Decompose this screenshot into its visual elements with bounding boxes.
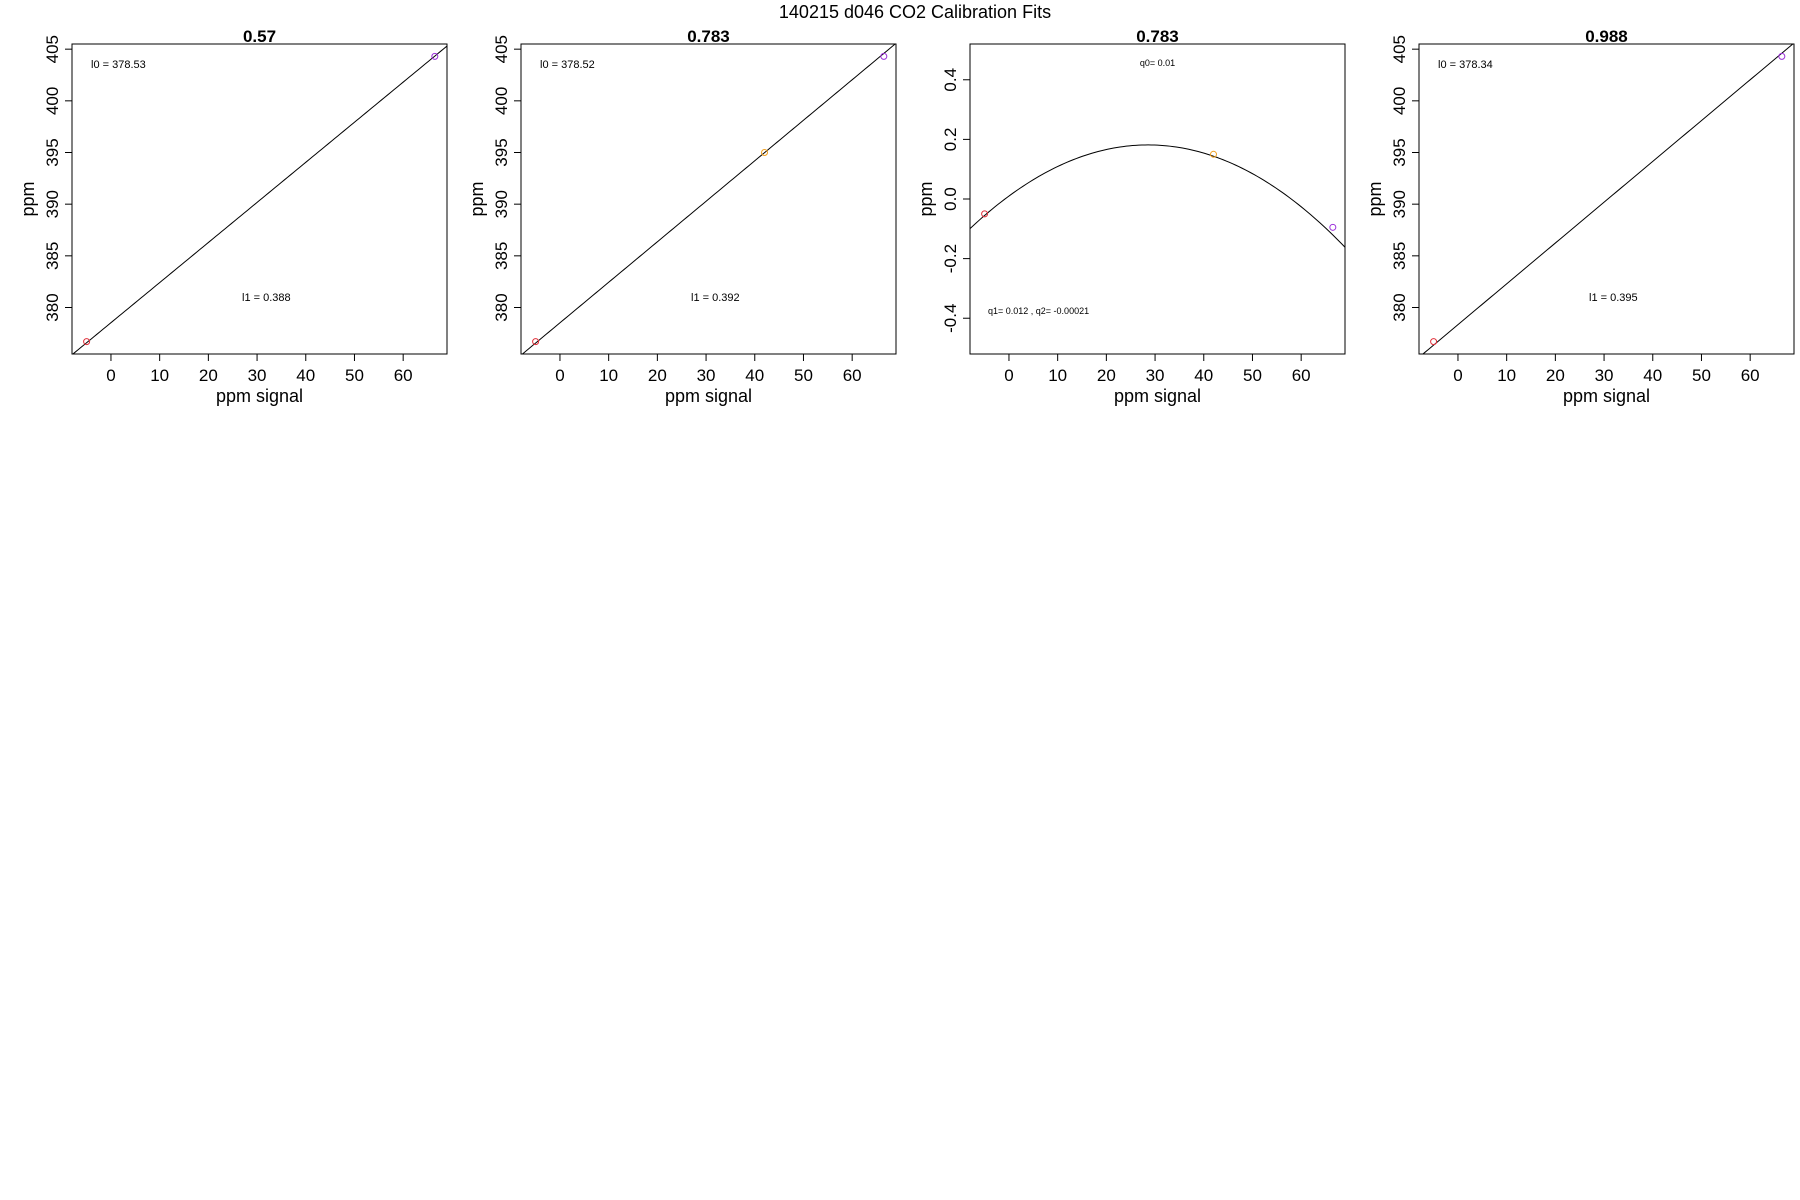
x-tick-label: 60 [843,366,862,385]
data-point [1430,338,1438,346]
fit-annotation: l0 = 378.34 [1438,59,1493,71]
y-tick-label: 400 [43,87,62,115]
y-tick-label: 405 [1390,35,1409,63]
y-tick-label: 405 [43,35,62,63]
y-tick-label: 0.4 [941,68,960,92]
x-tick-label: 30 [697,366,716,385]
fit-annotation: q0= 0.01 [1140,58,1175,68]
y-tick-label: 395 [43,138,62,166]
panel-title: 0.783 [687,27,730,46]
x-tick-label: 0 [555,366,564,385]
y-tick-label: 405 [492,35,511,63]
x-tick-label: 30 [1595,366,1614,385]
fit-line [970,144,1345,248]
panel-title: 0.988 [1585,27,1628,46]
fit-annotation: l0 = 378.52 [540,59,595,71]
chart-panel-4: 0.988 0 10 20 30 40 50 60 380 385 390 395 400 405 ppm … [1365,27,1795,406]
y-axis-label: ppm [1365,181,1385,216]
data-point [1210,150,1218,158]
y-tick-label: 400 [1390,87,1409,115]
chart-panel-1: 0.57 0 10 20 30 40 50 60 380 385 390 395 400 405 ppm s… [18,27,448,406]
y-axis-label: ppm [18,181,38,216]
fit-line [521,44,896,354]
x-tick-label: 50 [1692,366,1711,385]
panel-title: 0.783 [1136,27,1179,46]
x-axis-label: ppm signal [216,386,303,406]
x-tick-label: 30 [1146,366,1165,385]
fit-annotation: l1 = 0.392 [691,292,740,304]
x-tick-label: 60 [1292,366,1311,385]
fit-line [72,45,447,354]
plot-frame [71,43,448,355]
y-tick-label: 385 [43,242,62,270]
y-tick-label: 0.2 [941,128,960,152]
y-axis-label: ppm [467,181,487,216]
x-tick-label: 10 [1048,366,1067,385]
x-tick-label: 40 [296,366,315,385]
x-tick-label: 60 [394,366,413,385]
panel-title: 0.57 [243,27,276,46]
y-tick-label: 395 [1390,138,1409,166]
x-tick-label: 10 [599,366,618,385]
chart-panel-2: 0.783 0 10 20 30 40 50 60 380 385 390 395 400 405 ppm … [467,27,897,406]
y-tick-label: 390 [492,190,511,218]
x-tick-label: 0 [1004,366,1013,385]
x-tick-label: 20 [1097,366,1116,385]
y-tick-label: 385 [492,242,511,270]
data-point [981,210,989,218]
x-tick-label: 0 [1453,366,1462,385]
fit-line [1422,44,1794,354]
y-tick-label: 380 [492,293,511,321]
y-tick-label: 390 [1390,190,1409,218]
data-point [1329,223,1337,231]
x-tick-label: 20 [648,366,667,385]
y-axis-label: ppm [916,181,936,216]
fit-annotation: l1 = 0.388 [242,292,291,304]
y-tick-label: 380 [43,293,62,321]
x-tick-label: 40 [745,366,764,385]
y-tick-label: -0.4 [941,304,960,333]
x-tick-label: 40 [1643,366,1662,385]
y-tick-label: 0.0 [941,187,960,211]
x-tick-label: 30 [248,366,267,385]
data-point [880,52,888,60]
x-axis-label: ppm signal [1563,386,1650,406]
data-point [761,149,769,156]
data-point [431,52,439,60]
data-point [1778,52,1786,60]
data-point [532,338,540,346]
y-tick-label: 385 [1390,242,1409,270]
fit-annotation: l1 = 0.395 [1589,292,1638,304]
data-point [83,338,91,346]
x-tick-label: 50 [1243,366,1262,385]
y-tick-label: 395 [492,138,511,166]
x-axis-label: ppm signal [665,386,752,406]
x-tick-label: 60 [1741,366,1760,385]
x-tick-label: 50 [794,366,813,385]
chart-panel-3: 0.783 0 10 20 30 40 50 60 -0.4 -0.2 0.0 0.2 0.4 ppm s… [916,27,1346,406]
fit-annotation: l0 = 378.53 [91,59,146,71]
x-tick-label: 50 [345,366,364,385]
x-tick-label: 20 [1546,366,1565,385]
figure-title: 140215 d046 CO2 Calibration Fits [779,2,1051,22]
x-tick-label: 20 [199,366,218,385]
x-tick-label: 40 [1194,366,1213,385]
y-tick-label: 400 [492,87,511,115]
y-tick-label: -0.2 [941,244,960,273]
x-axis-label: ppm signal [1114,386,1201,406]
x-tick-label: 10 [1497,366,1516,385]
fit-annotation: q1= 0.012 , q2= -0.00021 [988,306,1089,316]
y-tick-label: 380 [1390,293,1409,321]
y-tick-label: 390 [43,190,62,218]
x-tick-label: 0 [106,366,115,385]
x-tick-label: 10 [150,366,169,385]
